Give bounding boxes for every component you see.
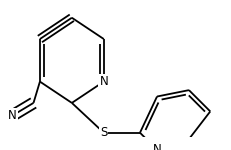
Text: N: N: [153, 143, 161, 150]
Text: N: N: [8, 109, 17, 122]
Text: S: S: [100, 126, 107, 139]
Text: N: N: [99, 75, 108, 88]
